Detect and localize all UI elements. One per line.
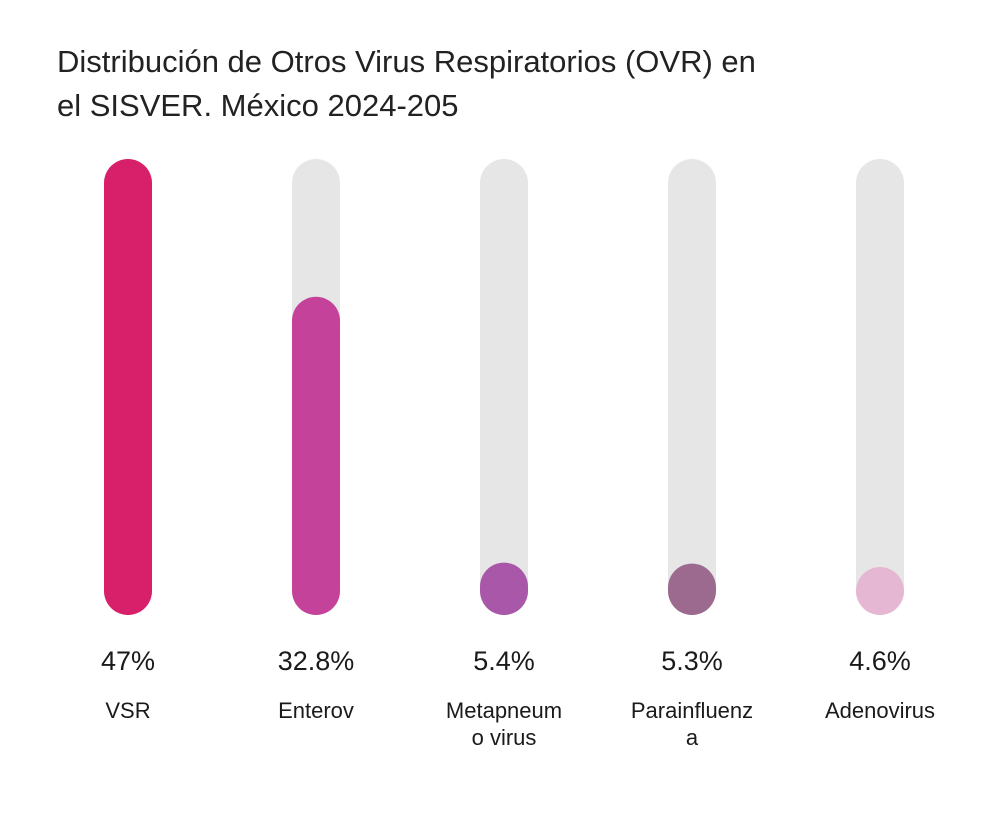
bar [292, 296, 340, 615]
data-label: 47% [100, 646, 156, 676]
category-label: Metapneum o virus [445, 698, 563, 750]
category-label: VSR [105, 698, 151, 723]
bar-track [480, 159, 528, 615]
data-label: 5.3% [661, 646, 723, 676]
bar [480, 562, 528, 615]
data-label: 5.4% [473, 646, 535, 676]
bar [104, 159, 152, 615]
bar [856, 567, 904, 615]
bar-track [856, 159, 904, 615]
category-label: Parainfluenz a [630, 698, 754, 750]
data-label: 32.8% [277, 646, 355, 676]
chart-title: Distribución de Otros Virus Respiratorio… [57, 44, 756, 123]
category-label: Adenovirus [824, 698, 936, 723]
bar-track [668, 159, 716, 615]
data-label: 4.6% [849, 646, 911, 676]
category-label: Enterov [278, 698, 354, 723]
bar [668, 563, 716, 615]
